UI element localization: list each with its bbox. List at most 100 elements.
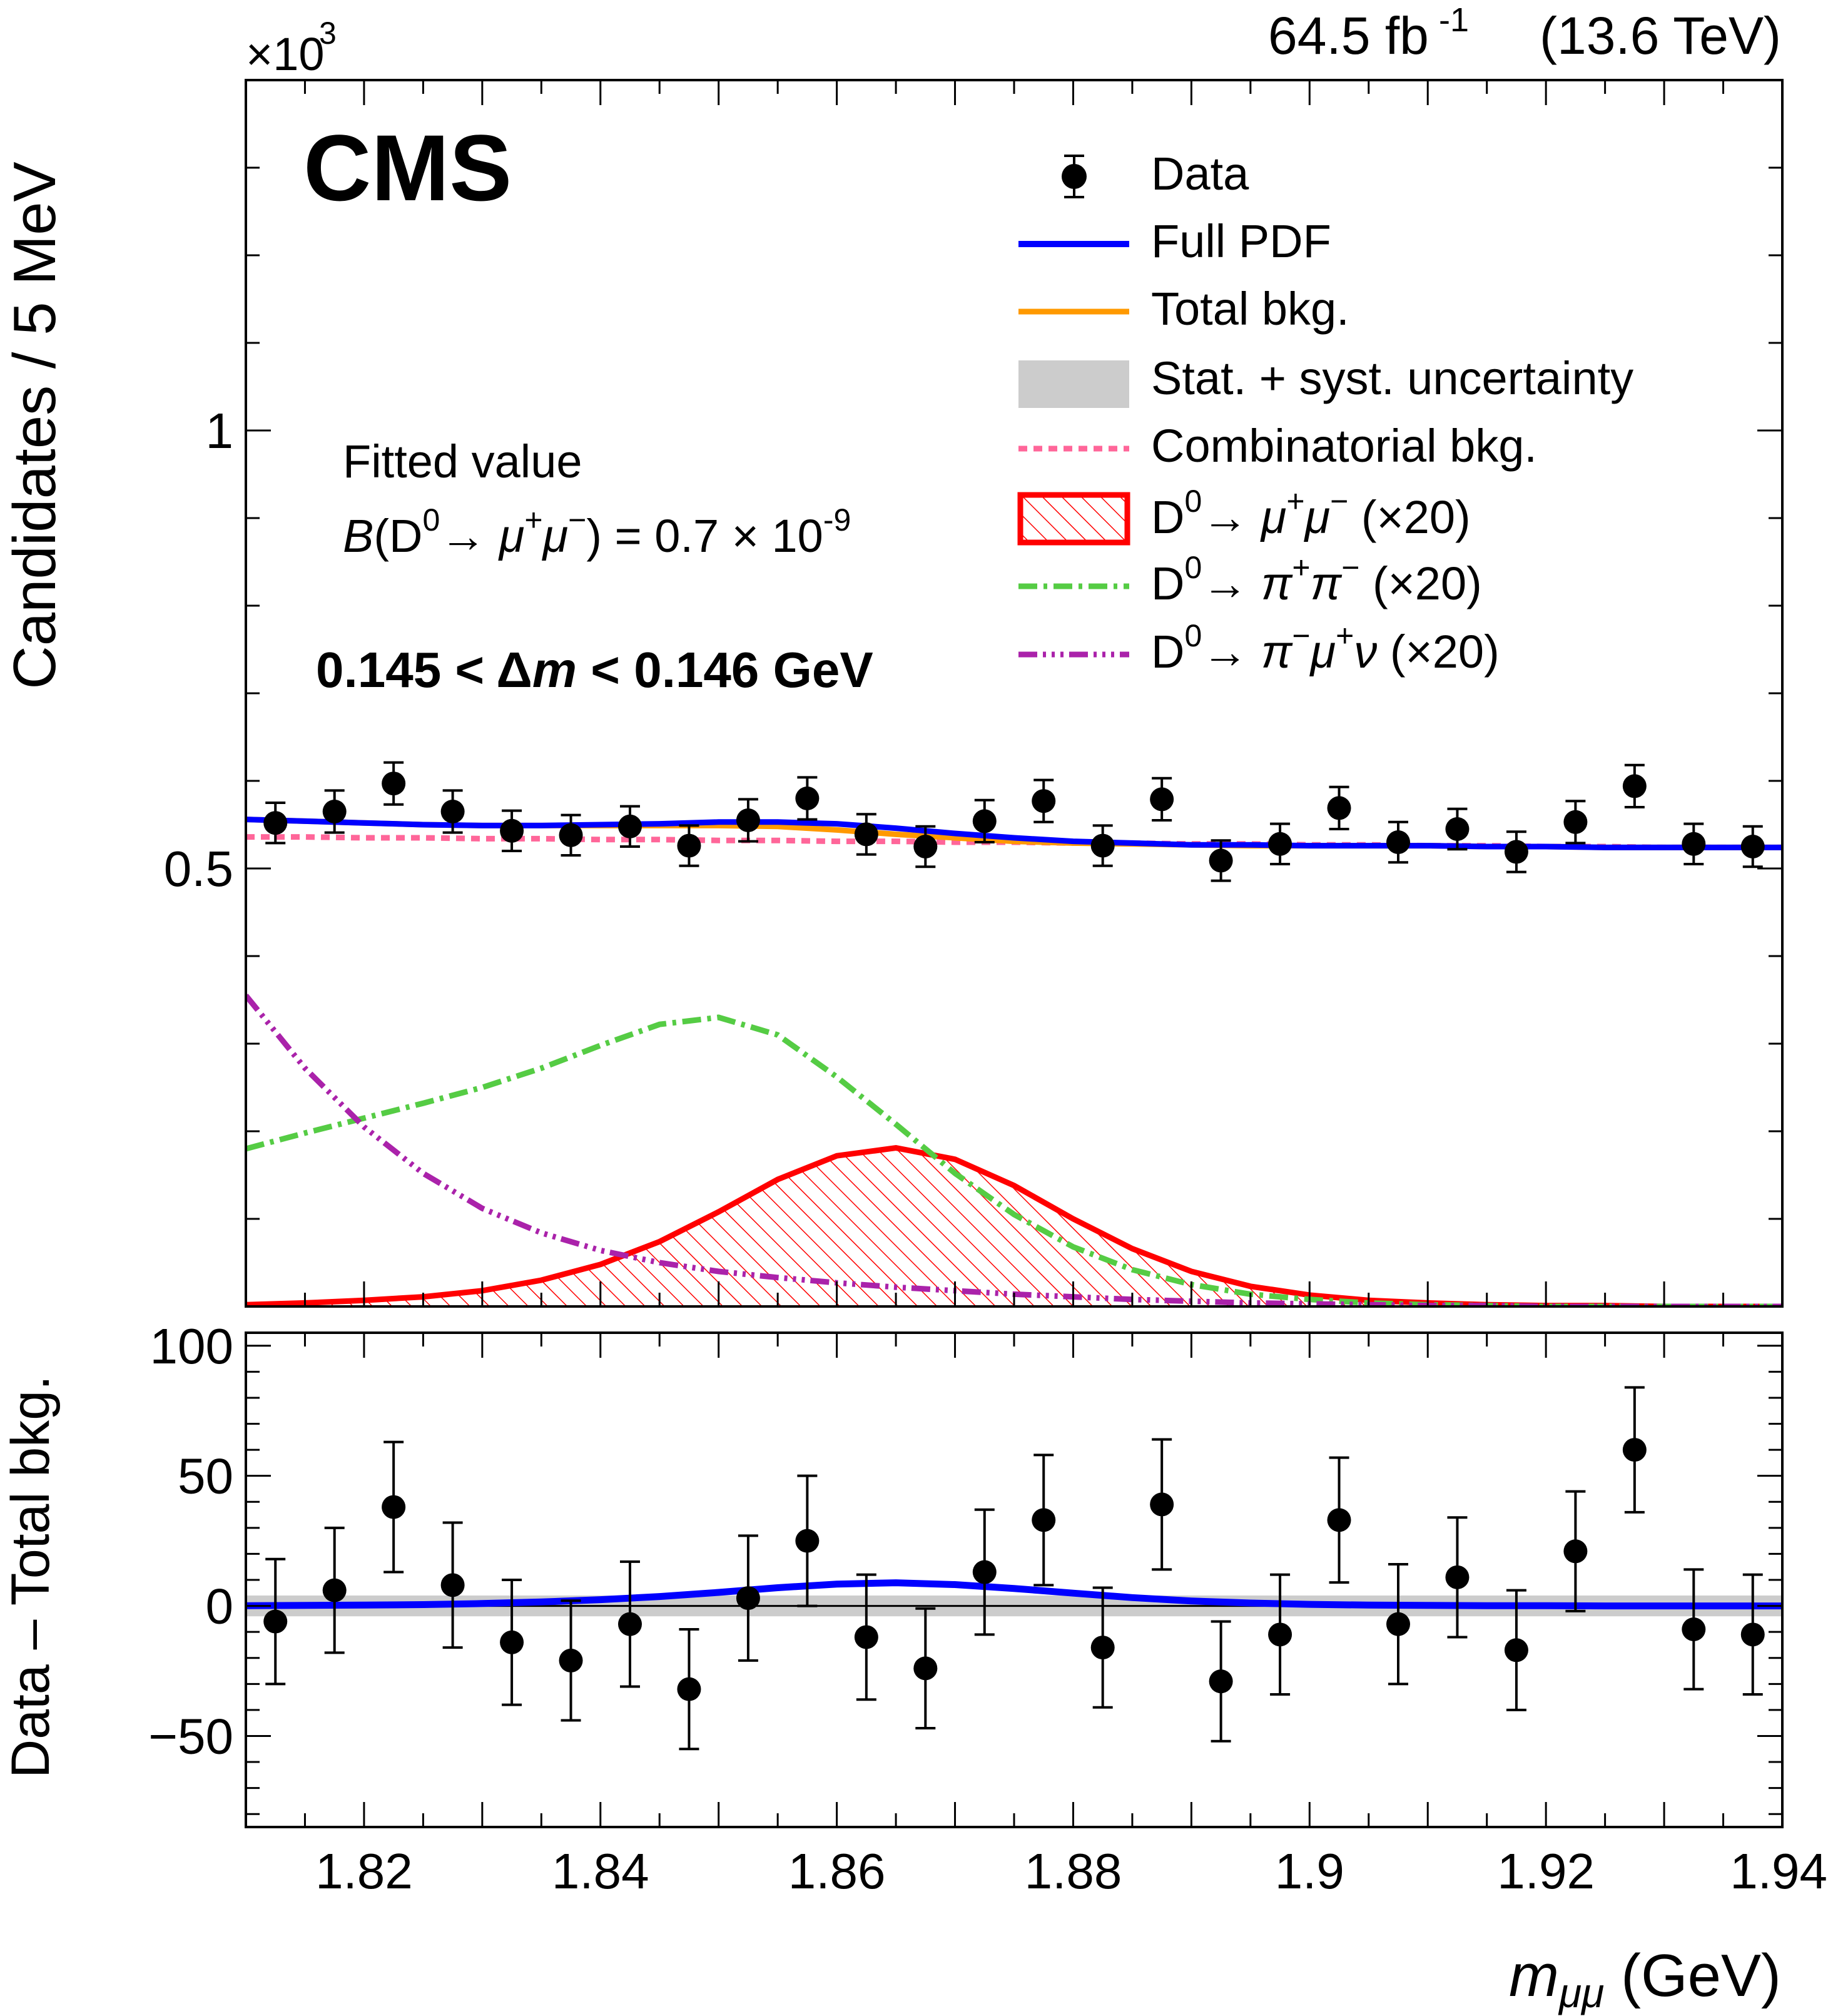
x-tick-label: 1.9 (1275, 1843, 1344, 1899)
pimunu-sup: 0 (1184, 618, 1202, 653)
ratio-data-marker (559, 1648, 583, 1672)
ratio-data-marker (500, 1630, 524, 1654)
main-panel: 0.51 (164, 79, 1784, 1308)
lumi-label: 64.5 fb -1 (13.6 TeV) (1268, 1, 1781, 65)
delta-m-selection: 0.145 < Δm < 0.146 GeV (316, 642, 873, 698)
mumu-s2: − (1330, 484, 1348, 519)
ratio-y-tick-label: −50 (148, 1708, 233, 1764)
ratio-data-marker (677, 1677, 701, 1701)
data-point (972, 798, 997, 843)
pipi-prefix: D (1151, 557, 1184, 609)
x-tick-label: 1.84 (552, 1843, 649, 1899)
data-marker (1563, 810, 1588, 834)
data-marker (1032, 789, 1056, 813)
ratio-data-point (795, 1474, 820, 1607)
legend-item-uncertainty: Stat. + syst. uncertainty (1018, 352, 1633, 408)
data-marker (913, 835, 938, 858)
exponent-power: 3 (319, 16, 337, 51)
x-tick-label: 1.86 (788, 1843, 886, 1899)
legend-data-marker (1062, 164, 1087, 189)
ratio-data-marker (1150, 1492, 1174, 1517)
ratio-data-point (1032, 1453, 1056, 1587)
legend-swatch-uncertainty (1018, 360, 1129, 408)
ratio-data-marker (1032, 1508, 1056, 1532)
data-point (1445, 807, 1470, 851)
data-marker (500, 818, 524, 843)
ratio-curves (246, 1579, 1782, 1617)
x-tick-label: 1.88 (1025, 1843, 1122, 1899)
data-marker (1504, 840, 1528, 864)
data-point (1386, 820, 1410, 864)
data-marker (1268, 832, 1292, 856)
legend-label-pimunu: D0→ π−μ+ν (×20) (1151, 618, 1500, 678)
exponent-prefix: ×10 (246, 28, 325, 80)
dm-right: < 0.146 GeV (577, 642, 873, 698)
mumu-s1: + (1286, 484, 1304, 519)
data-point (1504, 830, 1528, 873)
data-point (1682, 822, 1706, 865)
cms-label: CMS (303, 115, 512, 220)
fitted-d-sup: 0 (422, 502, 440, 537)
legend-label-mumu: D0→ μ+μ− (×20) (1151, 484, 1471, 543)
data-marker (1386, 830, 1410, 854)
data-marker (1622, 774, 1647, 798)
legend-item-full-pdf: Full PDF (1018, 215, 1331, 267)
data-marker (677, 833, 701, 858)
data-marker (559, 823, 583, 847)
pimunu-p2: μ (1309, 626, 1336, 678)
data-marker (854, 822, 878, 847)
data-marker (736, 808, 760, 832)
pimunu-s1: − (1292, 618, 1310, 653)
ratio-data-point (1150, 1438, 1174, 1571)
data-marker (263, 811, 288, 835)
ratio-data-point (263, 1557, 288, 1686)
ratio-data-point (1622, 1386, 1647, 1514)
data-point (1209, 839, 1233, 882)
ratio-data-marker (1504, 1638, 1528, 1662)
ratio-data-marker (1386, 1612, 1410, 1636)
ratio-data-marker (1445, 1565, 1470, 1589)
ratio-data-point (854, 1573, 878, 1701)
ratio-data-point (618, 1560, 642, 1688)
data-point (736, 798, 760, 843)
pimunu-s2: + (1336, 618, 1354, 653)
fitted-mu1: μ (498, 510, 525, 562)
pipi-scale: (×20) (1359, 557, 1481, 609)
ratio-frame (245, 1331, 1784, 1828)
legend-label-data: Data (1151, 148, 1249, 200)
fitted-value-title: Fitted value (343, 435, 582, 487)
data-point (854, 813, 878, 856)
x-tick-label: 1.82 (315, 1843, 413, 1899)
mumu-signal-fill (246, 1148, 1782, 1306)
mumu-p1: μ (1260, 491, 1287, 543)
pipi-sup: 0 (1184, 550, 1202, 585)
legend-label-pipi: D0→ π+π− (×20) (1151, 550, 1482, 609)
legend-label-total-bkg: Total bkg. (1151, 283, 1349, 335)
mumu-prefix: D (1151, 491, 1184, 543)
ratio-data-point (913, 1607, 938, 1729)
fitted-B: B (343, 510, 373, 562)
data-point (1090, 824, 1115, 867)
ratio-data-point (1563, 1490, 1588, 1612)
legend-label-full-pdf: Full PDF (1151, 215, 1331, 267)
data-marker (382, 771, 406, 796)
ratio-data-marker (322, 1578, 347, 1602)
data-point (1563, 800, 1588, 845)
dm-left: 0.145 < (316, 642, 496, 698)
data-point (559, 813, 583, 857)
data-marker (440, 800, 465, 823)
data-marker (1682, 832, 1706, 856)
ratio-data-point (440, 1521, 465, 1649)
data-marker (1327, 796, 1351, 820)
data-marker (795, 787, 820, 810)
main-y-tick-label: 0.5 (164, 841, 233, 897)
ratio-data-marker (1209, 1669, 1233, 1694)
data-marker (1740, 835, 1765, 858)
ratio-data-point (1504, 1589, 1528, 1711)
mumu-arrow: → (1202, 491, 1261, 543)
data-point (1150, 776, 1174, 822)
ratio-y-tick-label: 0 (206, 1579, 234, 1634)
ratio-data-point (1209, 1620, 1233, 1743)
ratio-data-marker (736, 1586, 760, 1611)
ratio-panel: −50 0 50 100 1.82 1.84 1.86 1.88 1.9 1.92 1.94 (148, 1318, 1827, 1899)
